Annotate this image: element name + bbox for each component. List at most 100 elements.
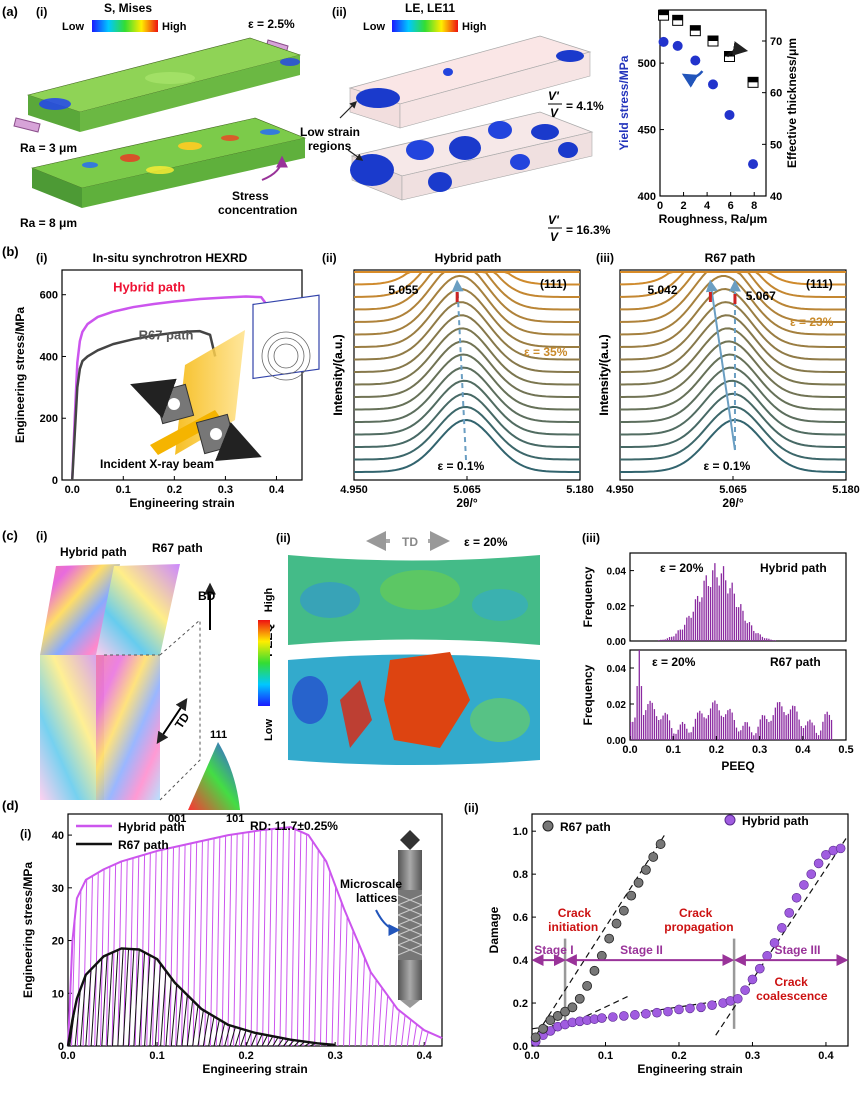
histogram-bar bbox=[722, 717, 725, 740]
hybrid-unload-line bbox=[233, 833, 238, 1047]
y2-axis-label: Effective thickness/μm bbox=[785, 38, 799, 168]
r67-point bbox=[530, 1032, 541, 1043]
hybrid-point bbox=[755, 963, 765, 974]
r67-unload-line bbox=[250, 1032, 258, 1047]
histogram-bar bbox=[757, 633, 759, 641]
r67-unload-line bbox=[170, 984, 178, 1047]
y-tick-label: 0.00 bbox=[607, 736, 627, 747]
hybrid-unload-line bbox=[117, 861, 122, 1047]
hybrid-unload-line bbox=[366, 971, 371, 1047]
histogram-bar bbox=[709, 708, 712, 740]
histogram-bar bbox=[686, 728, 688, 740]
hybrid-point bbox=[685, 1003, 695, 1014]
histogram-bar bbox=[776, 702, 779, 740]
hybrid-point bbox=[799, 880, 809, 890]
histogram-bar bbox=[781, 706, 783, 740]
label-a: (a) bbox=[2, 4, 18, 19]
x-tick-label: 0.0 bbox=[524, 1050, 539, 1062]
histogram-bar bbox=[820, 730, 822, 740]
r67-unload-line bbox=[95, 958, 103, 1047]
hybrid-point bbox=[619, 1011, 629, 1021]
c-i-r67: R67 path bbox=[152, 541, 203, 555]
d-i-rd: RD: 11.7±0.25% bbox=[250, 819, 338, 833]
r67-unload-line bbox=[122, 948, 130, 1047]
thickness-point-fill bbox=[708, 36, 718, 41]
peak-index: (111) bbox=[806, 277, 833, 291]
diffraction-profile bbox=[353, 314, 581, 373]
x-axis-label: Engineering strain bbox=[637, 1062, 742, 1076]
diffraction-profile bbox=[353, 288, 581, 348]
hybrid-unload-line bbox=[372, 979, 377, 1047]
histogram-bar bbox=[630, 721, 632, 740]
yield-stress-point bbox=[658, 36, 669, 47]
diffraction-profile bbox=[353, 379, 581, 436]
y-axis-label: Frequency bbox=[581, 664, 595, 725]
a-ii-high: High bbox=[462, 21, 487, 33]
hybrid-unload-line bbox=[215, 836, 221, 1047]
hybrid-point bbox=[663, 1006, 673, 1017]
x-tick-label: 0.3 bbox=[752, 744, 767, 756]
histogram-bar bbox=[716, 703, 718, 740]
histogram-bar bbox=[718, 710, 720, 740]
hybrid-unload-line bbox=[262, 829, 267, 1047]
r67-unload-line bbox=[277, 1038, 284, 1047]
peak-shift-arrow bbox=[451, 279, 468, 461]
hybrid-unload-line bbox=[163, 848, 169, 1047]
histogram-bar bbox=[686, 617, 688, 641]
label-d-i: (i) bbox=[20, 827, 31, 841]
r67-point bbox=[618, 905, 629, 916]
chart-d-ii: 0.0 0.1 0.2 0.3 0.4 Engineering strain 0.0 0.2 0… bbox=[487, 813, 849, 1076]
diffraction-profile bbox=[619, 301, 847, 361]
histogram-bar bbox=[712, 702, 714, 740]
hybrid-unload-line bbox=[314, 849, 319, 1047]
histogram-bar bbox=[658, 640, 660, 641]
r67-unload-line bbox=[192, 1005, 199, 1047]
histogram-bar bbox=[824, 714, 826, 740]
r67-unload-line bbox=[85, 969, 92, 1047]
y-tick-label: 10 bbox=[52, 988, 64, 1000]
label-a-i: (i) bbox=[36, 5, 47, 19]
thickness-point-fill bbox=[672, 15, 683, 21]
histogram-bar bbox=[712, 570, 714, 641]
histogram-bar bbox=[828, 714, 831, 740]
r67-point bbox=[567, 1002, 578, 1013]
label-c-iii: (iii) bbox=[582, 531, 600, 545]
a-i-colorbar bbox=[92, 20, 158, 32]
hybrid-unload-line bbox=[348, 929, 354, 1047]
r67-unload-line bbox=[256, 1033, 263, 1047]
histogram-bar bbox=[694, 599, 697, 641]
histogram-bar bbox=[811, 722, 813, 740]
histogram-bar bbox=[746, 623, 748, 641]
x-tick-label: 4 bbox=[704, 200, 711, 212]
peak-position-right: 5.067 bbox=[746, 289, 776, 303]
chart-b-iii: 4.950 5.065 5.1802θ/°Intensity/(a.u.)Inten… bbox=[597, 269, 860, 510]
histogram-bar bbox=[733, 719, 735, 740]
y2-tick-label: 50 bbox=[770, 139, 782, 151]
diffraction-profile bbox=[353, 392, 581, 448]
histogram-bar bbox=[655, 716, 658, 740]
hybrid-unload-line bbox=[360, 957, 366, 1047]
stage-ii-label: Stage II bbox=[620, 943, 663, 957]
diffraction-profile bbox=[619, 275, 847, 336]
hybrid-unload-line bbox=[389, 1003, 394, 1047]
r67-unload-line bbox=[149, 958, 156, 1047]
hybrid-unload-line bbox=[331, 886, 337, 1047]
histogram-bar bbox=[753, 630, 755, 641]
strain-top: ε = 23% bbox=[790, 315, 834, 329]
label-c: (c) bbox=[2, 528, 18, 543]
histogram-bar bbox=[653, 709, 656, 740]
plot-frame bbox=[619, 269, 847, 481]
histogram-bar bbox=[798, 719, 800, 740]
hybrid-unload-line bbox=[256, 830, 261, 1047]
peak-marker-left bbox=[708, 292, 712, 302]
hybrid-point bbox=[821, 850, 831, 860]
c-i-bd: BD bbox=[198, 589, 216, 603]
r67-point bbox=[604, 933, 615, 944]
histogram-bar bbox=[761, 715, 764, 740]
r67-unload-line bbox=[245, 1031, 252, 1047]
y-tick-label: 0 bbox=[52, 475, 58, 487]
peak-position: 5.055 bbox=[388, 283, 418, 297]
y-axis-label: Intensity/(a.u.) bbox=[597, 334, 611, 415]
chart-b-ii: 4.950 5.065 5.1802θ/°Intensity/(a.u.)Inten… bbox=[331, 269, 594, 510]
